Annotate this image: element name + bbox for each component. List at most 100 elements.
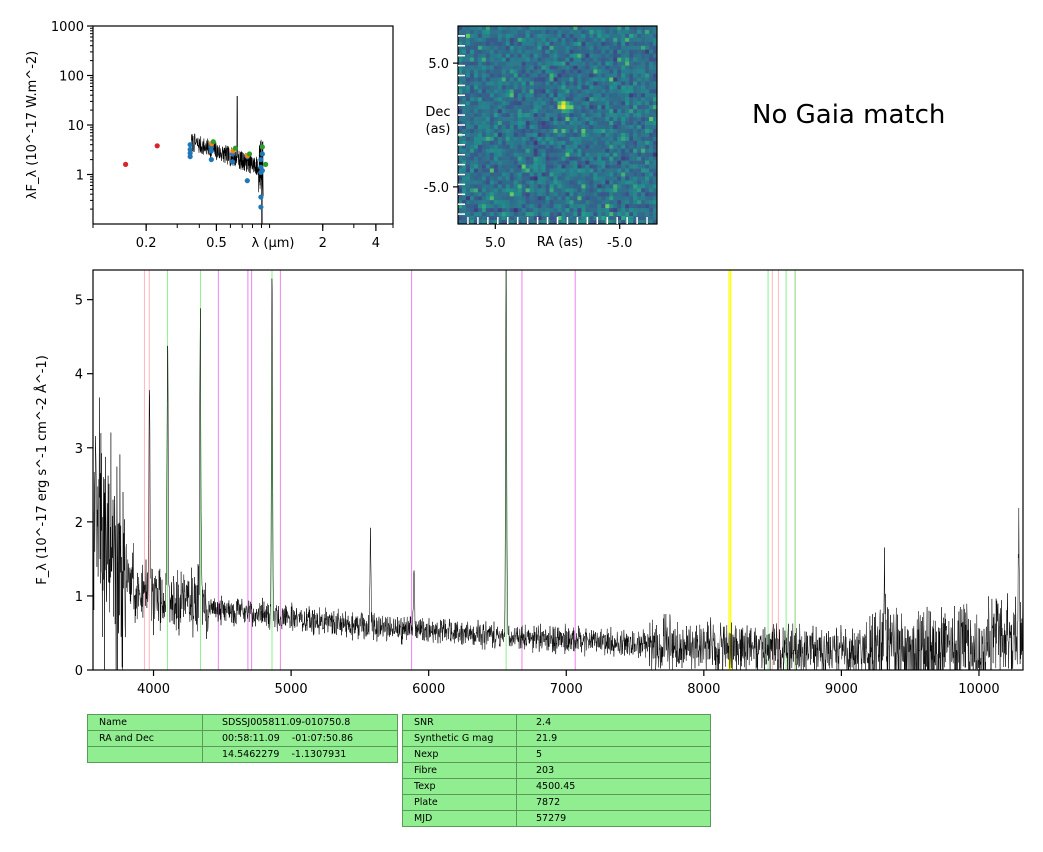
cutout-pixel	[633, 212, 638, 217]
cutout-pixel	[641, 121, 646, 126]
cutout-pixel	[653, 33, 658, 39]
cutout-pixel	[653, 132, 658, 138]
cutout-pixel	[609, 204, 614, 209]
cutout-pixel	[581, 45, 586, 51]
cutout-pixel	[617, 204, 622, 209]
cutout-pixel	[649, 33, 654, 39]
cutout-pixel	[581, 29, 586, 35]
cutout-pixel	[473, 176, 479, 181]
cutout-pixel	[593, 160, 598, 165]
cutout-pixel	[501, 53, 507, 58]
cutout-pixel	[465, 204, 471, 209]
cutout-pixel	[569, 168, 574, 173]
cutout-pixel	[469, 172, 475, 177]
cutout-pixel	[593, 128, 598, 134]
cutout-pixel	[577, 26, 582, 31]
cutout-pixel	[605, 26, 610, 31]
cutout-pixel	[613, 45, 618, 51]
cutout-pixel	[465, 69, 471, 74]
cutout-pixel	[525, 136, 530, 142]
info-value: 5	[516, 746, 711, 763]
cutout-pixel	[465, 212, 471, 217]
cutout-pixel	[569, 81, 574, 86]
cutout-pixel	[469, 89, 475, 94]
cutout-pixels	[458, 26, 658, 225]
cutout-pixel	[645, 140, 650, 146]
cutout-pixel	[573, 121, 578, 126]
cutout-pixel	[593, 105, 598, 110]
cutout-pixel	[569, 69, 574, 74]
spectrum-ylabel: F_λ (10^-17 erg s^-1 cm^-2 Å^-1)	[34, 355, 50, 585]
cutout-pixel	[641, 160, 646, 165]
cutout-pixel	[589, 29, 594, 35]
cutout-pixel	[609, 192, 614, 197]
cutout-pixel	[477, 180, 483, 185]
cutout-pixel	[513, 125, 518, 130]
cutout-pixel	[477, 188, 483, 193]
cutout-pixel	[545, 81, 550, 86]
cutout-pixel	[501, 176, 507, 181]
cutout-pixel	[461, 57, 467, 62]
cutout-pixel	[477, 200, 483, 205]
cutout-pixel	[533, 45, 538, 51]
cutout-pixel	[585, 164, 590, 169]
cutout-pixel	[458, 125, 463, 130]
cutout-pixel	[477, 212, 483, 217]
info-value: 57279	[516, 810, 711, 827]
cutout-pixel	[529, 164, 534, 169]
cutout-pixel	[497, 144, 503, 150]
sed-point	[232, 145, 238, 151]
cutout-pixel	[529, 89, 534, 94]
cutout-pixel	[529, 156, 534, 161]
cutout-pixel	[653, 45, 658, 51]
cutout-pixel	[581, 41, 586, 47]
cutout-pixel	[537, 117, 542, 122]
cutout-pixel	[649, 85, 654, 90]
cutout-pixel	[593, 26, 598, 31]
cutout-pixel	[505, 73, 511, 78]
cutout-pixel	[521, 188, 526, 193]
cutout-pixel	[621, 49, 626, 55]
cutout-pixel	[649, 45, 654, 51]
cutout-pixel	[633, 128, 638, 134]
cutout-pixel	[645, 89, 650, 94]
cutout-pixel	[481, 156, 487, 161]
cutout-pixel	[641, 184, 646, 189]
cutout-pixel	[509, 196, 515, 201]
cutout-pixel	[497, 168, 503, 173]
cutout-pixel	[605, 172, 610, 177]
cutout-pixel	[485, 212, 491, 217]
cutout-pixel	[617, 216, 622, 221]
cutout-pixel	[593, 204, 598, 209]
cutout-pixel	[493, 33, 499, 39]
cutout-pixel	[533, 188, 538, 193]
cutout-pixel	[461, 117, 467, 122]
cutout-pixel	[525, 37, 530, 43]
cutout-pixel	[613, 69, 618, 74]
cutout-pixel	[649, 132, 654, 138]
cutout-pixel	[469, 196, 475, 201]
cutout-pixel	[517, 93, 522, 98]
cutout-pixel	[565, 208, 570, 213]
sed-point	[263, 161, 269, 167]
cutout-pixel	[633, 180, 638, 185]
cutout-pixel	[549, 132, 554, 138]
cutout-pixel	[625, 196, 630, 201]
cutout-pixel	[577, 152, 582, 157]
cutout-pixel	[553, 220, 558, 225]
cutout-pixel	[497, 208, 503, 213]
cutout-pixel	[481, 101, 487, 106]
cutout-pixel	[621, 164, 626, 169]
cutout-pixel	[653, 121, 658, 126]
cutout-pixel	[525, 212, 530, 217]
cutout-pixel	[573, 196, 578, 201]
cutout-pixel	[601, 148, 606, 154]
cutout-pixel	[481, 113, 487, 118]
cutout-pixel	[649, 156, 654, 161]
cutout-pixel	[633, 113, 638, 118]
cutout-pixel	[489, 148, 495, 154]
cutout-pixel	[613, 125, 618, 130]
sed-xtick-label: 0.5	[206, 236, 227, 251]
cutout-pixel	[609, 156, 614, 161]
cutout-pixel	[601, 29, 606, 35]
